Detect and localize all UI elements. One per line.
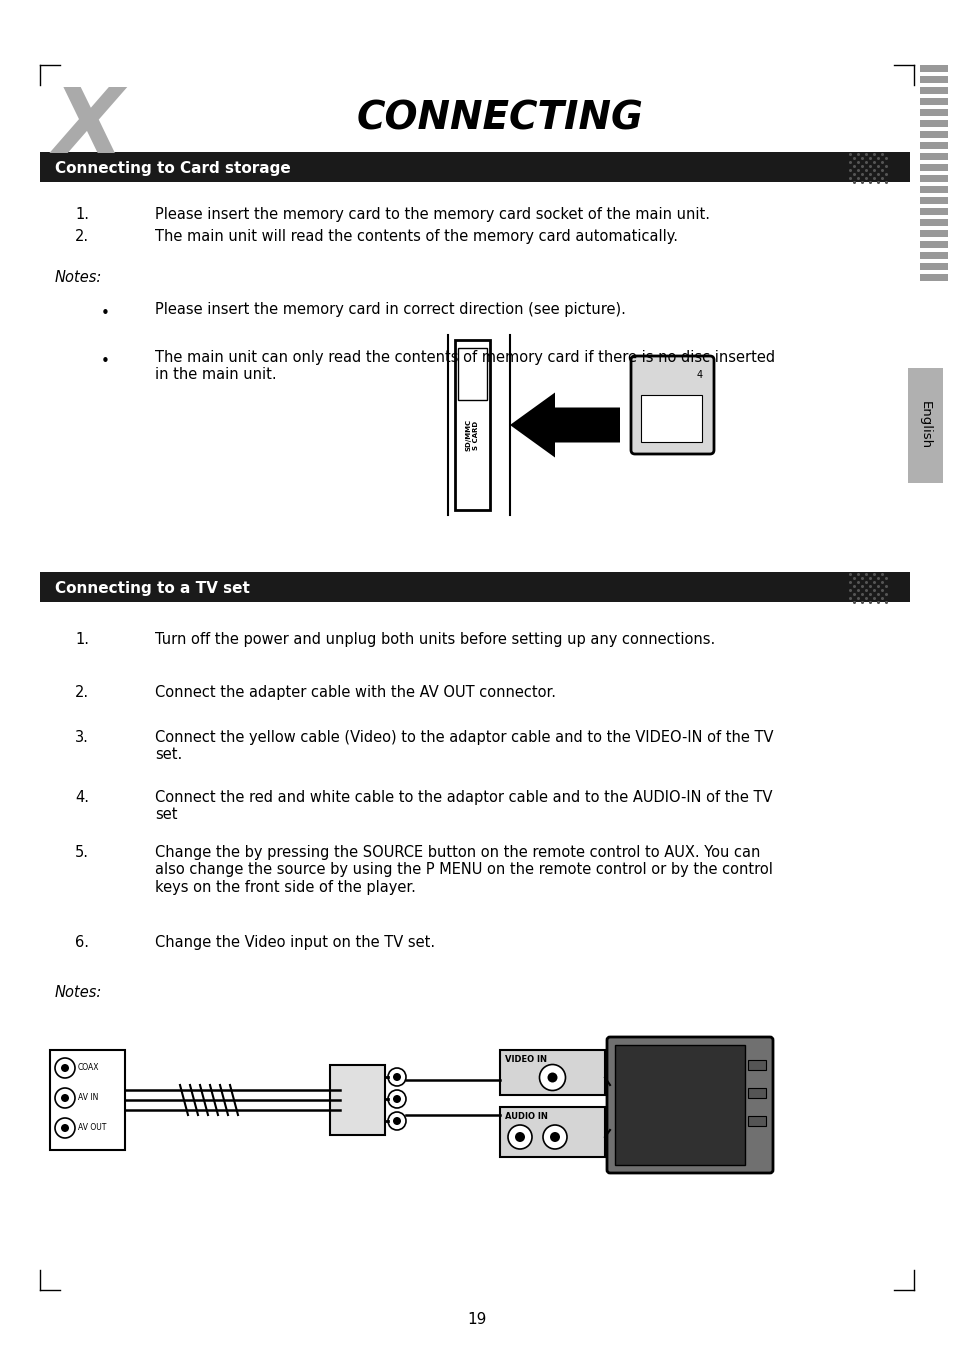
Bar xyxy=(919,120,947,127)
FancyBboxPatch shape xyxy=(630,356,713,454)
FancyBboxPatch shape xyxy=(606,1037,772,1174)
Bar xyxy=(919,264,947,270)
Bar xyxy=(919,208,947,215)
Text: 2.: 2. xyxy=(75,228,89,243)
Text: Please insert the memory card in correct direction (see picture).: Please insert the memory card in correct… xyxy=(154,301,625,316)
Circle shape xyxy=(61,1094,69,1102)
Text: X: X xyxy=(53,84,123,172)
Bar xyxy=(919,87,947,95)
Circle shape xyxy=(388,1111,406,1130)
Bar xyxy=(919,174,947,183)
Bar xyxy=(919,197,947,204)
Circle shape xyxy=(55,1088,75,1109)
Bar xyxy=(919,187,947,193)
Bar xyxy=(330,1065,385,1134)
Circle shape xyxy=(61,1124,69,1132)
Bar xyxy=(919,164,947,170)
Circle shape xyxy=(547,1072,557,1083)
Text: The main unit can only read the contents of memory card if there is no disc inse: The main unit can only read the contents… xyxy=(154,350,774,383)
Text: Change the Video input on the TV set.: Change the Video input on the TV set. xyxy=(154,936,435,950)
Bar xyxy=(919,219,947,226)
Text: 4: 4 xyxy=(697,370,702,380)
Text: Connecting to a TV set: Connecting to a TV set xyxy=(55,580,250,595)
Bar xyxy=(499,1107,604,1157)
Circle shape xyxy=(61,1064,69,1072)
Circle shape xyxy=(542,1125,566,1149)
Bar xyxy=(747,1115,765,1126)
Text: •: • xyxy=(100,306,110,320)
Circle shape xyxy=(393,1117,400,1125)
Text: AV OUT: AV OUT xyxy=(78,1124,107,1133)
Text: Connect the adapter cable with the AV OUT connector.: Connect the adapter cable with the AV OU… xyxy=(154,685,556,700)
Text: CONNECTING: CONNECTING xyxy=(356,99,642,137)
Bar xyxy=(919,153,947,160)
Text: 2.: 2. xyxy=(75,685,89,700)
Bar xyxy=(40,151,909,183)
Text: Connect the red and white cable to the adaptor cable and to the AUDIO-IN of the : Connect the red and white cable to the a… xyxy=(154,790,772,822)
Bar xyxy=(615,1045,744,1165)
Text: AV IN: AV IN xyxy=(78,1094,98,1102)
Text: AUDIO IN: AUDIO IN xyxy=(504,1111,547,1121)
Text: •: • xyxy=(100,354,110,369)
Circle shape xyxy=(388,1090,406,1109)
Text: 1.: 1. xyxy=(75,631,89,648)
Bar xyxy=(50,1051,125,1151)
Bar xyxy=(919,230,947,237)
Circle shape xyxy=(388,1068,406,1086)
Circle shape xyxy=(515,1132,524,1142)
Bar xyxy=(907,368,942,483)
FancyArrow shape xyxy=(510,392,619,457)
Bar xyxy=(919,76,947,82)
Text: 3.: 3. xyxy=(75,730,89,745)
Text: Notes:: Notes: xyxy=(55,986,102,1000)
Text: Notes:: Notes: xyxy=(55,270,102,285)
Text: Connecting to Card storage: Connecting to Card storage xyxy=(55,161,291,176)
Bar xyxy=(747,1060,765,1069)
Circle shape xyxy=(550,1132,559,1142)
Bar xyxy=(919,274,947,281)
Text: Turn off the power and unplug both units before setting up any connections.: Turn off the power and unplug both units… xyxy=(154,631,715,648)
Bar xyxy=(919,65,947,72)
Text: SD/MMC
S CARD: SD/MMC S CARD xyxy=(465,419,478,452)
Text: English: English xyxy=(918,402,931,450)
Bar xyxy=(919,142,947,149)
Bar xyxy=(457,347,486,400)
Bar xyxy=(919,241,947,247)
Bar xyxy=(499,1051,604,1095)
Circle shape xyxy=(393,1073,400,1082)
Bar xyxy=(919,131,947,138)
Text: VIDEO IN: VIDEO IN xyxy=(504,1055,546,1064)
Bar xyxy=(40,572,909,602)
Text: 19: 19 xyxy=(467,1313,486,1328)
Bar xyxy=(747,1088,765,1098)
Text: The main unit will read the contents of the memory card automatically.: The main unit will read the contents of … xyxy=(154,228,678,243)
Bar xyxy=(640,395,701,442)
Bar xyxy=(919,97,947,105)
Text: COAX: COAX xyxy=(78,1064,99,1072)
Bar xyxy=(919,110,947,116)
Circle shape xyxy=(539,1064,565,1091)
Bar xyxy=(919,251,947,260)
Text: Connect the yellow cable (Video) to the adaptor cable and to the VIDEO-IN of the: Connect the yellow cable (Video) to the … xyxy=(154,730,773,763)
Text: 6.: 6. xyxy=(75,936,89,950)
Text: 5.: 5. xyxy=(75,845,89,860)
Text: 4.: 4. xyxy=(75,790,89,804)
Bar xyxy=(455,339,490,510)
Text: 1.: 1. xyxy=(75,207,89,222)
Circle shape xyxy=(393,1095,400,1103)
Text: Please insert the memory card to the memory card socket of the main unit.: Please insert the memory card to the mem… xyxy=(154,207,709,222)
Text: Change the by pressing the SOURCE button on the remote control to AUX. You can
a: Change the by pressing the SOURCE button… xyxy=(154,845,772,895)
Circle shape xyxy=(55,1059,75,1078)
Circle shape xyxy=(55,1118,75,1138)
Circle shape xyxy=(507,1125,532,1149)
